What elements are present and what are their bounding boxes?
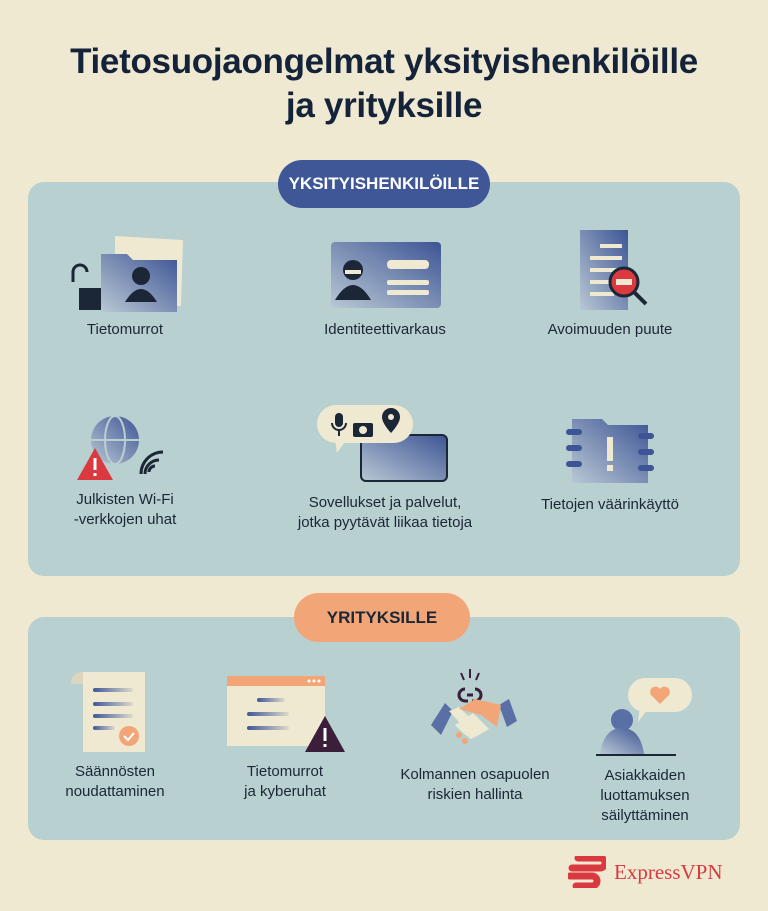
page-title: Tietosuojaongelmat yksityishenkilöille j… bbox=[0, 40, 768, 128]
browser-warning-icon bbox=[227, 676, 345, 752]
id-card-thief-icon bbox=[331, 242, 441, 308]
item-label-line: säilyttäminen bbox=[601, 807, 689, 824]
title-line-1: Tietosuojaongelmat yksityishenkilöille bbox=[70, 42, 698, 81]
item-third-party-risk: Kolmannen osapuolen riskien hallinta bbox=[380, 665, 570, 805]
individuals-heading: YKSITYISHENKILÖILLE bbox=[278, 160, 490, 208]
certificate-icon bbox=[71, 672, 145, 752]
title-line-2: ja yrityksille bbox=[285, 86, 483, 125]
brand-name: ExpressVPN bbox=[614, 859, 723, 884]
item-label-line: Säännösten bbox=[74, 763, 156, 780]
item-label: Identiteettivarkaus bbox=[324, 321, 446, 338]
person-heart-icon bbox=[596, 678, 692, 756]
item-lack-of-transparency: Avoimuuden puute bbox=[525, 228, 695, 340]
document-magnifier-icon bbox=[580, 230, 648, 310]
item-label-line: -verkkojen uhat bbox=[73, 511, 177, 528]
item-label-line: Kolmannen osapuolen bbox=[400, 766, 550, 783]
item-customer-trust: Asiakkaiden luottamuksen säilyttäminen bbox=[570, 676, 720, 826]
handshake-broken-link-icon bbox=[431, 669, 517, 744]
item-label-line: Asiakkaiden bbox=[604, 767, 686, 784]
item-breaches-cyber: Tietomurrot ja kyberuhat bbox=[210, 672, 360, 802]
item-compliance: Säännösten noudattaminen bbox=[40, 670, 190, 802]
item-public-wifi: Julkisten Wi-Fi -verkkojen uhat bbox=[40, 412, 210, 530]
item-label-line: ja kyberuhat bbox=[244, 783, 326, 800]
expressvpn-logo: ExpressVPN bbox=[568, 856, 723, 888]
item-label: Avoimuuden puute bbox=[547, 321, 673, 338]
item-data-misuse: Tietojen väärinkäyttö bbox=[525, 415, 695, 515]
item-label-line: Sovellukset ja palvelut, bbox=[308, 494, 462, 511]
item-label-line: riskien hallinta bbox=[427, 786, 523, 803]
expressvpn-logo-icon bbox=[568, 856, 606, 888]
businesses-heading: YRITYKSILLE bbox=[294, 593, 470, 642]
item-identity-theft: Identiteettivarkaus bbox=[300, 232, 470, 340]
item-label-line: noudattaminen bbox=[65, 783, 165, 800]
item-label-line: Julkisten Wi-Fi bbox=[76, 491, 174, 508]
item-label-line: Tietomurrot bbox=[246, 763, 324, 780]
item-label: Tietojen väärinkäyttö bbox=[541, 496, 679, 513]
item-label: Tietomurrot bbox=[86, 321, 164, 338]
folder-alert-icon bbox=[566, 419, 654, 483]
phone-permissions-icon bbox=[317, 405, 448, 482]
globe-wifi-warning-icon bbox=[77, 415, 164, 480]
item-label-line: jotka pyytävät liikaa tietoja bbox=[297, 514, 473, 531]
folder-unlocked-icon bbox=[71, 236, 183, 312]
item-label-line: luottamuksen bbox=[600, 787, 690, 804]
item-data-breaches: Tietomurrot bbox=[40, 232, 210, 340]
item-apps-services: Sovellukset ja palvelut, jotka pyytävät … bbox=[268, 403, 502, 533]
